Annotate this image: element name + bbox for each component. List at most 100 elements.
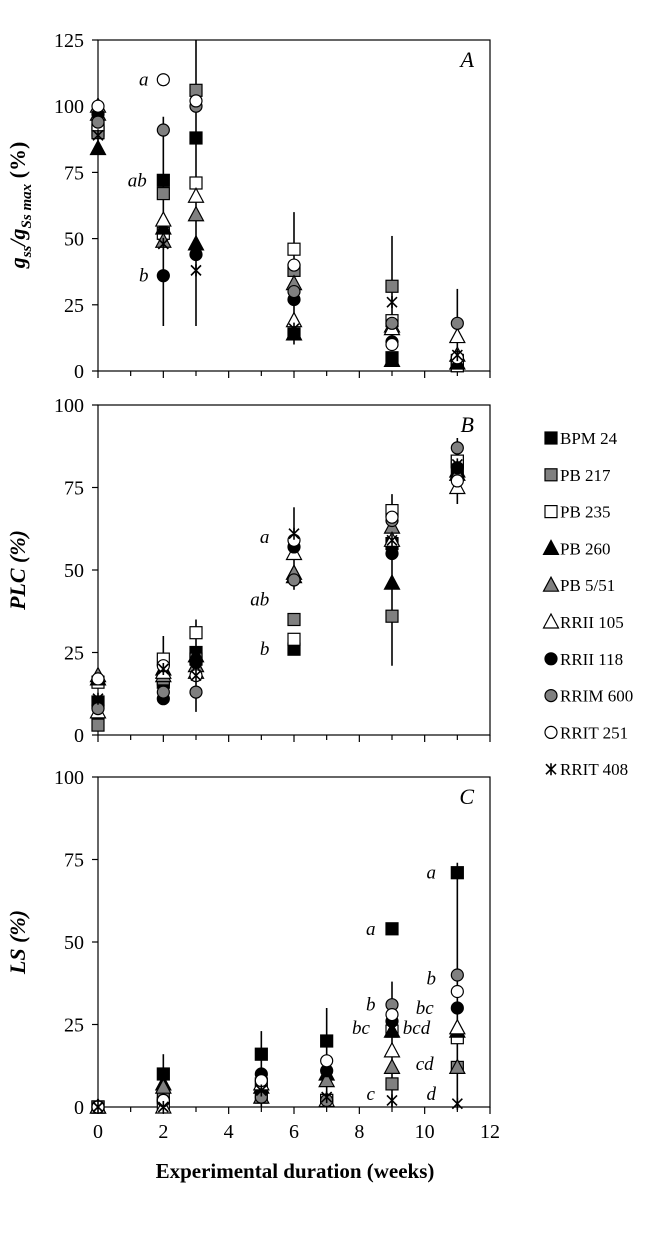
point-rrit-408	[190, 264, 202, 277]
point-pb-217	[385, 279, 399, 293]
point-pb-260	[383, 351, 401, 368]
legend-label: RRII 105	[560, 613, 624, 632]
point-pb-260	[89, 139, 107, 156]
point-rrit-251	[385, 510, 399, 524]
significance-letter: bc	[352, 1018, 371, 1039]
x-tick-label: 12	[480, 1121, 500, 1143]
point-pb-5-51	[448, 1058, 466, 1075]
legend-marker-pb-235	[544, 505, 558, 519]
significance-letter: d	[426, 1084, 436, 1105]
point-pb-217	[156, 186, 170, 201]
x-tick-label: 0	[93, 1121, 103, 1143]
point-rrii-118	[450, 1001, 464, 1015]
point-rrit-408	[288, 322, 300, 335]
y-tick-label: 50	[64, 560, 84, 582]
legend-marker-pb-260	[542, 539, 560, 556]
point-rrim-600	[287, 284, 301, 299]
point-rrit-251	[156, 73, 170, 87]
point-rrit-408	[255, 1084, 267, 1097]
x-axis-title: Experimental duration (weeks)	[156, 1159, 435, 1183]
legend-marker-pb-217	[544, 468, 558, 482]
y-axis-title: gss/gSs max (%)	[5, 142, 35, 270]
point-rrii-105	[448, 1018, 466, 1035]
x-tick-label: 6	[289, 1121, 299, 1143]
point-rrit-408	[451, 1097, 463, 1110]
legend-label: PB 235	[560, 503, 611, 522]
significance-letter: bcd	[403, 1018, 431, 1039]
y-axis-title: PLC (%)	[5, 530, 30, 611]
significance-letter: c	[367, 1084, 376, 1105]
point-pb-5-51	[318, 1071, 336, 1088]
significance-letter: a	[366, 919, 376, 940]
point-rrit-408	[451, 458, 463, 471]
point-pb-235	[189, 626, 203, 640]
point-pb-235	[287, 242, 301, 256]
point-rrii-118	[385, 546, 399, 561]
y-tick-label: 25	[64, 643, 84, 665]
y-tick-label: 25	[64, 295, 84, 317]
x-tick-label: 2	[158, 1121, 168, 1143]
point-rrit-408	[190, 669, 202, 682]
y-tick-label: 75	[64, 162, 84, 184]
significance-letter: a	[139, 70, 149, 91]
point-rrit-251	[385, 337, 399, 352]
point-pb-260	[187, 234, 205, 251]
point-rrii-105	[187, 186, 205, 203]
panel-letter: C	[459, 784, 474, 809]
point-rrim-600	[450, 316, 464, 330]
legend-label: PB 260	[560, 539, 611, 558]
point-rrit-408	[386, 1094, 398, 1107]
point-pb-217	[385, 1077, 399, 1091]
significance-letter: ab	[250, 590, 269, 611]
significance-letter: ab	[128, 170, 147, 191]
point-rrit-251	[287, 258, 301, 272]
y-tick-label: 100	[54, 767, 84, 789]
point-bpm-24	[189, 131, 203, 145]
significance-letter: cd	[416, 1054, 434, 1075]
legend-label: RRII 118	[560, 650, 623, 669]
significance-letter: b	[366, 995, 376, 1016]
point-rrit-408	[92, 129, 104, 142]
point-rrim-600	[156, 123, 170, 137]
legend-marker-rrim-600	[544, 688, 558, 703]
point-rrit-408	[451, 349, 463, 362]
point-rrit-408	[321, 1091, 333, 1104]
point-bpm-24	[156, 173, 170, 187]
significance-letter: a	[260, 527, 270, 548]
point-rrii-118	[156, 269, 170, 283]
point-rrim-600	[189, 685, 203, 699]
legend-marker-bpm-24	[544, 431, 558, 445]
point-bpm-24	[450, 866, 464, 880]
legend-label: RRIT 251	[560, 723, 628, 742]
point-rrit-408	[92, 1101, 104, 1113]
point-rrim-600	[450, 441, 464, 455]
point-rrit-251	[189, 94, 203, 108]
point-rrit-408	[288, 527, 300, 540]
point-rrii-105	[154, 210, 172, 227]
point-rrim-600	[450, 968, 464, 982]
point-rrim-600	[156, 685, 170, 699]
significance-letter: bc	[416, 998, 435, 1019]
legend-marker-rrit-408	[545, 763, 557, 776]
point-pb-5-51	[187, 205, 205, 222]
point-rrii-105	[383, 1041, 401, 1058]
legend-label: PB 5/51	[560, 576, 615, 595]
y-tick-label: 0	[74, 361, 84, 383]
y-axis-title: LS (%)	[5, 910, 30, 975]
point-rrit-408	[92, 692, 104, 705]
point-pb-5-51	[154, 1077, 172, 1094]
legend-marker-rrii-118	[544, 652, 558, 666]
point-pb-260	[383, 573, 401, 590]
point-bpm-24	[320, 1034, 334, 1048]
point-rrit-251	[320, 1054, 334, 1068]
point-rrim-600	[287, 573, 301, 587]
panel-b: 0 25 50 75 100 a ab b B PLC (%)	[5, 395, 491, 747]
point-rrii-118	[189, 655, 203, 670]
point-rrim-600	[91, 115, 105, 129]
point-pb-260	[383, 1021, 401, 1038]
significance-letter: a	[426, 863, 436, 884]
x-tick-label: 4	[224, 1121, 234, 1143]
